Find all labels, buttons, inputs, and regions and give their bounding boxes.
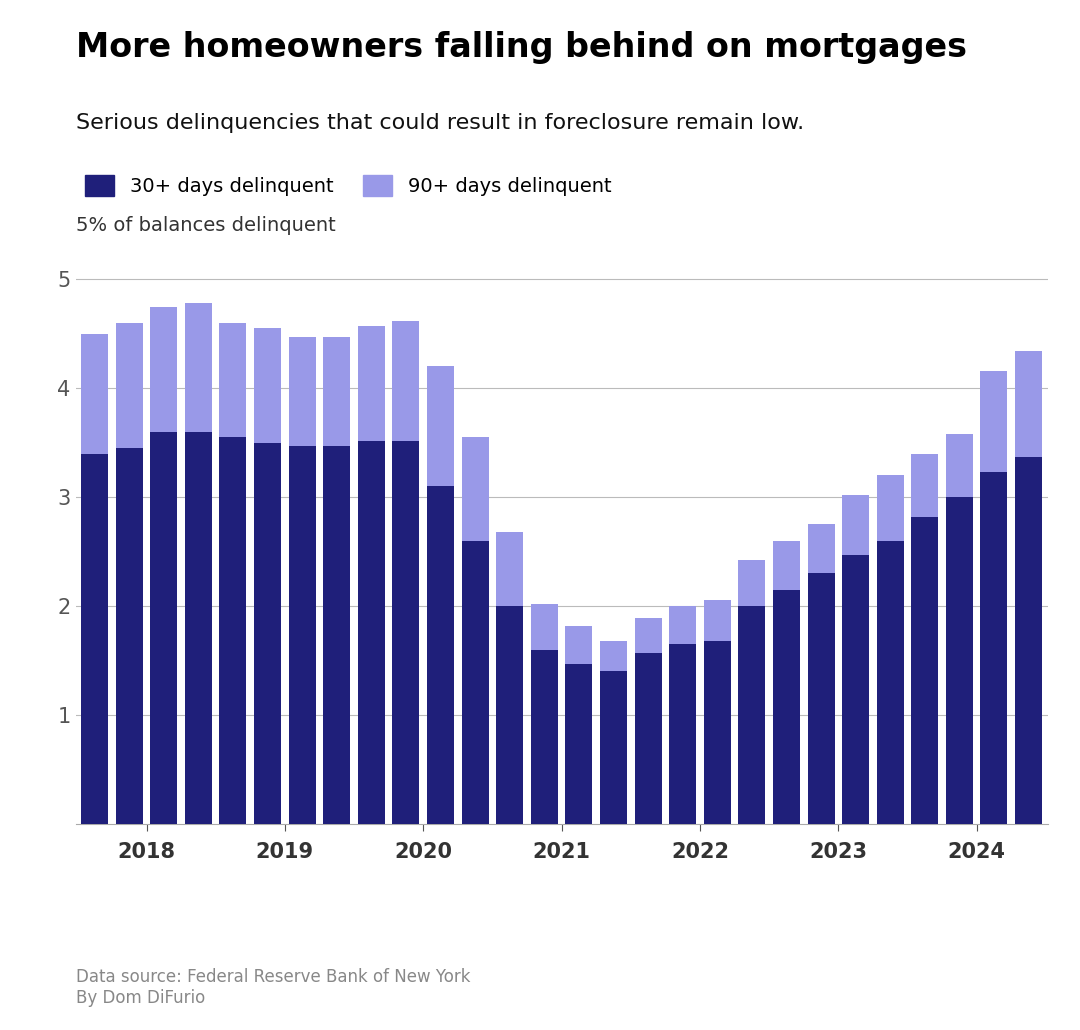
Bar xyxy=(704,599,731,641)
Bar xyxy=(600,641,627,672)
Text: More homeowners falling behind on mortgages: More homeowners falling behind on mortga… xyxy=(76,31,967,64)
Bar xyxy=(496,606,523,824)
Bar xyxy=(116,448,143,824)
Bar xyxy=(254,329,281,443)
Bar xyxy=(150,307,177,432)
Bar xyxy=(981,371,1008,472)
Bar xyxy=(357,327,384,441)
Bar xyxy=(116,322,143,448)
Bar xyxy=(81,453,108,824)
Bar xyxy=(392,441,419,824)
Bar xyxy=(912,517,939,824)
Bar xyxy=(912,453,939,517)
Text: Serious delinquencies that could result in foreclosure remain low.: Serious delinquencies that could result … xyxy=(76,113,804,133)
Bar xyxy=(773,590,800,824)
Bar xyxy=(739,560,766,606)
Bar xyxy=(670,606,697,644)
Bar xyxy=(392,320,419,441)
Bar xyxy=(808,574,835,824)
Bar xyxy=(530,650,557,824)
Bar xyxy=(288,337,315,446)
Bar xyxy=(600,672,627,824)
Bar xyxy=(877,476,904,541)
Bar xyxy=(219,322,246,438)
Bar xyxy=(461,438,488,541)
Bar xyxy=(1015,457,1042,824)
Bar xyxy=(981,472,1008,824)
Bar xyxy=(219,438,246,824)
Legend: 30+ days delinquent, 90+ days delinquent: 30+ days delinquent, 90+ days delinquent xyxy=(85,174,611,196)
Bar xyxy=(530,604,557,650)
Bar xyxy=(842,555,869,824)
Bar xyxy=(461,541,488,824)
Bar xyxy=(739,606,766,824)
Bar xyxy=(566,626,593,664)
Bar xyxy=(323,337,350,446)
Bar xyxy=(946,497,973,824)
Bar xyxy=(185,303,212,432)
Bar xyxy=(81,334,108,453)
Bar xyxy=(946,434,973,497)
Text: Data source: Federal Reserve Bank of New York
By Dom DiFurio: Data source: Federal Reserve Bank of New… xyxy=(76,968,470,1007)
Bar xyxy=(704,641,731,824)
Bar xyxy=(566,664,593,824)
Bar xyxy=(842,495,869,555)
Bar xyxy=(773,541,800,590)
Bar xyxy=(877,541,904,824)
Text: 5% of balances delinquent: 5% of balances delinquent xyxy=(76,216,336,235)
Bar xyxy=(288,446,315,824)
Bar xyxy=(427,367,454,486)
Bar xyxy=(808,524,835,574)
Bar xyxy=(427,486,454,824)
Bar xyxy=(357,441,384,824)
Bar xyxy=(150,432,177,824)
Bar xyxy=(1015,351,1042,457)
Bar xyxy=(185,432,212,824)
Bar xyxy=(496,533,523,606)
Bar xyxy=(635,653,662,824)
Bar xyxy=(323,446,350,824)
Bar xyxy=(635,618,662,653)
Bar xyxy=(670,644,697,824)
Bar xyxy=(254,443,281,824)
